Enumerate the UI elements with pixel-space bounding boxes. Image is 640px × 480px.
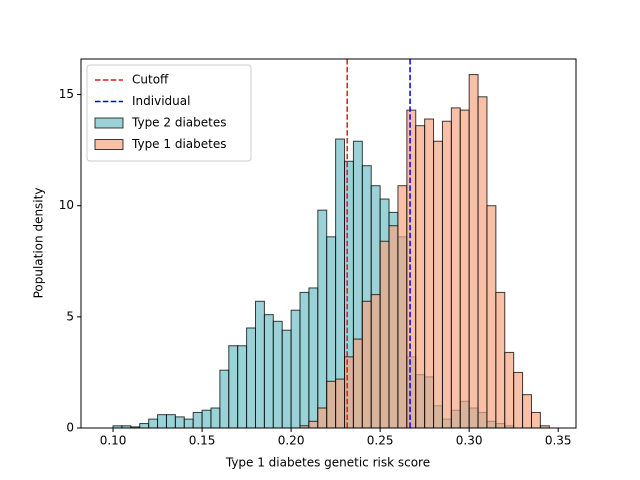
histogram-bar	[441, 120, 452, 429]
y-tick-label: 5	[66, 309, 74, 323]
histogram-bar	[157, 414, 167, 429]
histogram-bar	[219, 369, 230, 429]
histogram-bar	[192, 411, 203, 429]
histogram-bar	[352, 338, 363, 429]
histogram-bar	[406, 109, 417, 429]
y-tick-label: 0	[66, 421, 74, 435]
histogram-bar	[299, 291, 310, 429]
y-tick-label: 10	[59, 198, 74, 212]
histogram-bar	[148, 418, 159, 429]
histogram-bar	[379, 240, 390, 429]
x-tick-label: 0.20	[278, 434, 305, 448]
histogram-bar	[522, 394, 532, 429]
legend-label: Type 1 diabetes	[131, 137, 226, 151]
histogram-bar	[486, 205, 497, 429]
histogram-bar	[397, 185, 408, 429]
histogram-bar	[165, 414, 176, 429]
x-tick-label: 0.25	[367, 434, 394, 448]
histogram-bar	[139, 423, 150, 429]
histogram-bar	[450, 107, 461, 429]
x-tick-label: 0.30	[456, 434, 483, 448]
histogram-bar	[317, 407, 328, 429]
histogram-bar	[513, 371, 524, 429]
y-axis-label: Population density	[32, 188, 46, 299]
histogram-bar	[174, 416, 185, 429]
legend-label: Cutoff	[132, 73, 169, 87]
legend-label: Type 2 diabetes	[131, 116, 226, 130]
histogram-bar	[308, 420, 319, 429]
legend-patch	[94, 139, 124, 150]
histogram-bar	[210, 407, 221, 429]
histogram-bar	[415, 125, 426, 429]
histogram-bar	[468, 74, 479, 429]
x-tick-label: 0.10	[100, 434, 127, 448]
x-tick-label: 0.15	[189, 434, 216, 448]
histogram-bar	[335, 378, 346, 429]
legend-patch	[94, 117, 124, 129]
histogram-bar	[281, 329, 292, 429]
histogram-bar	[361, 300, 372, 429]
histogram-bar	[433, 140, 443, 429]
x-tick-label: 0.35	[545, 434, 572, 448]
legend-label: Individual	[132, 94, 190, 108]
histogram-bar	[530, 411, 541, 429]
histogram-bar	[263, 314, 274, 429]
histogram-bar	[477, 96, 488, 429]
histogram-bar	[228, 345, 239, 429]
histogram-bar	[424, 118, 435, 429]
histogram-bar	[183, 418, 194, 429]
histogram-bar	[459, 109, 470, 429]
histogram-bar	[201, 409, 212, 429]
histogram-bar	[388, 225, 399, 429]
histogram-bar	[504, 351, 515, 429]
histogram-bar	[344, 356, 354, 429]
histogram-bar	[308, 287, 319, 429]
histogram-bar	[495, 291, 506, 429]
histogram-bar	[237, 345, 248, 429]
histogram-bar	[254, 300, 265, 429]
histogram-bar	[370, 294, 381, 429]
histogram-bar	[290, 309, 301, 429]
legend-box	[86, 64, 252, 162]
histogram-bar	[246, 327, 256, 429]
histogram-bar	[317, 209, 328, 429]
x-axis-label: Type 1 diabetes genetic risk score	[225, 456, 430, 470]
legend: Cutoff Individual Type 2 diabetes Type 1 di…	[86, 64, 252, 162]
histogram-bar	[272, 320, 283, 429]
plot-frame	[80, 58, 577, 429]
histogram-bar	[326, 380, 337, 429]
y-tick-label: 15	[59, 87, 74, 101]
